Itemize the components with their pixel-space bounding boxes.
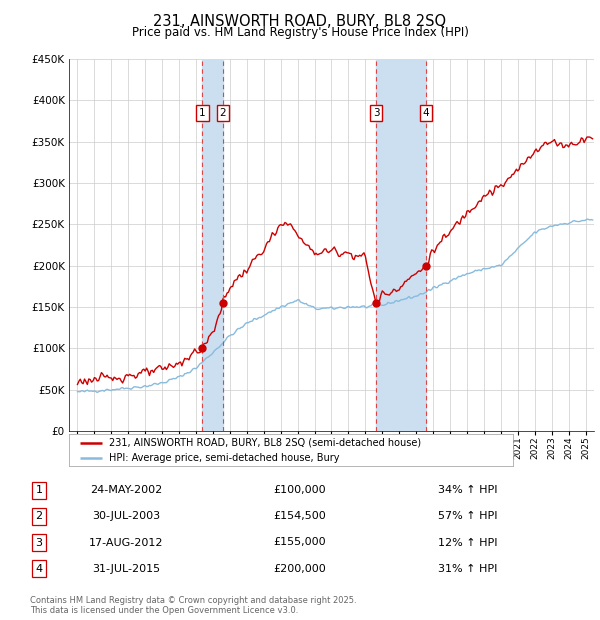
Text: HPI: Average price, semi-detached house, Bury: HPI: Average price, semi-detached house,…	[109, 453, 340, 463]
Text: 12% ↑ HPI: 12% ↑ HPI	[438, 538, 497, 547]
Text: 31% ↑ HPI: 31% ↑ HPI	[438, 564, 497, 574]
Bar	[376, 59, 426, 431]
Text: 30-JUL-2003: 30-JUL-2003	[92, 512, 160, 521]
Text: £155,000: £155,000	[274, 538, 326, 547]
Text: 2: 2	[35, 512, 43, 521]
Text: 2: 2	[220, 108, 226, 118]
Text: 1: 1	[199, 108, 206, 118]
Text: 1: 1	[35, 485, 43, 495]
Text: 17-AUG-2012: 17-AUG-2012	[89, 538, 163, 547]
Bar	[202, 59, 223, 431]
Text: 34% ↑ HPI: 34% ↑ HPI	[438, 485, 497, 495]
Text: £154,500: £154,500	[274, 512, 326, 521]
Text: 3: 3	[35, 538, 43, 547]
Text: 31-JUL-2015: 31-JUL-2015	[92, 564, 160, 574]
Text: 3: 3	[373, 108, 379, 118]
Text: Contains HM Land Registry data © Crown copyright and database right 2025.
This d: Contains HM Land Registry data © Crown c…	[30, 596, 356, 615]
Text: 231, AINSWORTH ROAD, BURY, BL8 2SQ (semi-detached house): 231, AINSWORTH ROAD, BURY, BL8 2SQ (semi…	[109, 438, 421, 448]
Text: Price paid vs. HM Land Registry's House Price Index (HPI): Price paid vs. HM Land Registry's House …	[131, 26, 469, 39]
Text: 231, AINSWORTH ROAD, BURY, BL8 2SQ: 231, AINSWORTH ROAD, BURY, BL8 2SQ	[154, 14, 446, 29]
Text: 4: 4	[35, 564, 43, 574]
Text: 24-MAY-2002: 24-MAY-2002	[90, 485, 162, 495]
Text: 57% ↑ HPI: 57% ↑ HPI	[438, 512, 497, 521]
Text: 4: 4	[422, 108, 430, 118]
Text: £100,000: £100,000	[274, 485, 326, 495]
Text: £200,000: £200,000	[274, 564, 326, 574]
